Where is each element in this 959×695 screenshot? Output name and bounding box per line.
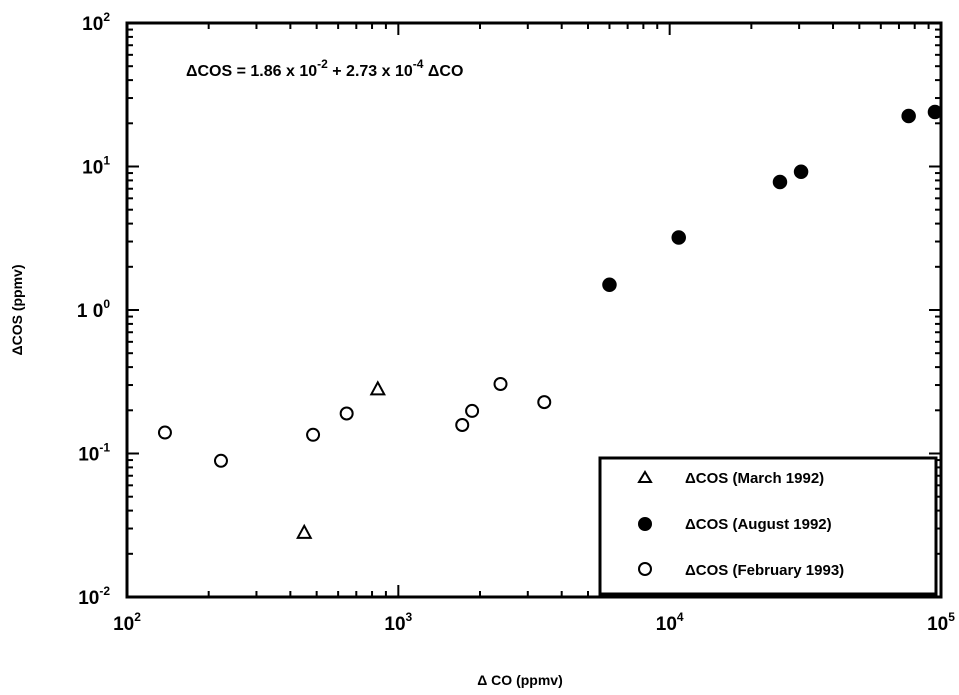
y-tick-exponent: -2	[99, 584, 110, 598]
data-point-august-1992	[671, 230, 686, 245]
y-tick-base: 10	[82, 158, 103, 179]
x-tick-base: 10	[113, 614, 134, 635]
annotation-lhs: ΔCOS = 1.86 x 10	[186, 63, 317, 80]
regression-annotation: ΔCOS = 1.86 x 10-2 + 2.73 x 10-4 ΔCO	[186, 57, 463, 80]
data-point-august-1992	[602, 277, 617, 292]
data-point-february-1993	[339, 406, 354, 421]
y-tick-exponent: 2	[103, 10, 110, 24]
x-tick-base: 10	[656, 614, 677, 635]
x-tick-exponent: 4	[677, 610, 684, 624]
legend-box	[598, 456, 938, 596]
y-tick-label: 102	[82, 10, 110, 35]
x-tick-exponent: 2	[134, 610, 141, 624]
y-tick-base: 10	[78, 445, 99, 466]
data-point-august-1992	[772, 174, 788, 190]
y-tick-label: 101	[82, 154, 110, 179]
x-tick-labels: 102 103 104 105	[113, 610, 955, 635]
data-point-february-1993	[157, 425, 172, 440]
x-tick-exponent: 5	[948, 610, 955, 624]
y-tick-label: 10-1	[78, 441, 110, 466]
legend-open-circle-marker	[638, 562, 652, 576]
data-point-february-1993	[537, 395, 552, 410]
data-point-february-1993	[213, 453, 228, 468]
data-point-february-1993	[493, 377, 508, 392]
y-tick-exponent: 0	[103, 297, 110, 311]
data-point-february-1993	[306, 427, 321, 442]
annotation-exp1: -2	[317, 57, 328, 71]
x-tick-label: 104	[656, 610, 684, 635]
data-point-august-1992	[901, 108, 916, 124]
data-point-august-1992	[793, 164, 809, 179]
x-tick-exponent: 3	[406, 610, 413, 624]
y-axis-title: ΔCOS (ppmv)	[9, 265, 25, 356]
legend-label-march-1992: ΔCOS (March 1992)	[685, 470, 824, 487]
data-points	[157, 104, 943, 539]
data-point-august-1992	[927, 104, 943, 120]
x-axis-title: Δ CO (ppmv)	[477, 672, 563, 688]
legend-triangle-marker	[637, 470, 653, 483]
legend-label-august-1992: ΔCOS (August 1992)	[685, 516, 832, 533]
annotation-rhs: ΔCO	[423, 63, 463, 80]
y-tick-exponent: -1	[99, 441, 110, 455]
y-tick-base: 10	[78, 588, 99, 609]
data-point-march-1992	[369, 380, 386, 396]
data-point-february-1993	[455, 417, 470, 432]
x-tick-base: 10	[927, 614, 948, 635]
legend-label-february-1993: ΔCOS (February 1993)	[685, 562, 844, 579]
x-tick-base: 10	[384, 614, 405, 635]
legend-filled-circle-marker	[638, 517, 652, 531]
y-tick-base: 10	[82, 14, 103, 35]
data-point-march-1992	[296, 523, 313, 539]
annotation-exp2: -4	[413, 57, 424, 71]
annotation-mid: + 2.73 x 10	[328, 63, 413, 80]
legend: ΔCOS (March 1992) ΔCOS (August 1992) ΔCO…	[598, 456, 938, 596]
x-tick-label: 105	[927, 610, 955, 635]
y-tick-exponent: 1	[103, 154, 110, 168]
y-tick-label: 1 00	[77, 297, 110, 322]
y-tick-base: 1 0	[77, 301, 103, 322]
y-tick-label: 10-2	[78, 584, 110, 609]
data-point-february-1993	[465, 403, 480, 418]
x-tick-label: 102	[113, 610, 141, 635]
x-tick-label: 103	[384, 610, 412, 635]
